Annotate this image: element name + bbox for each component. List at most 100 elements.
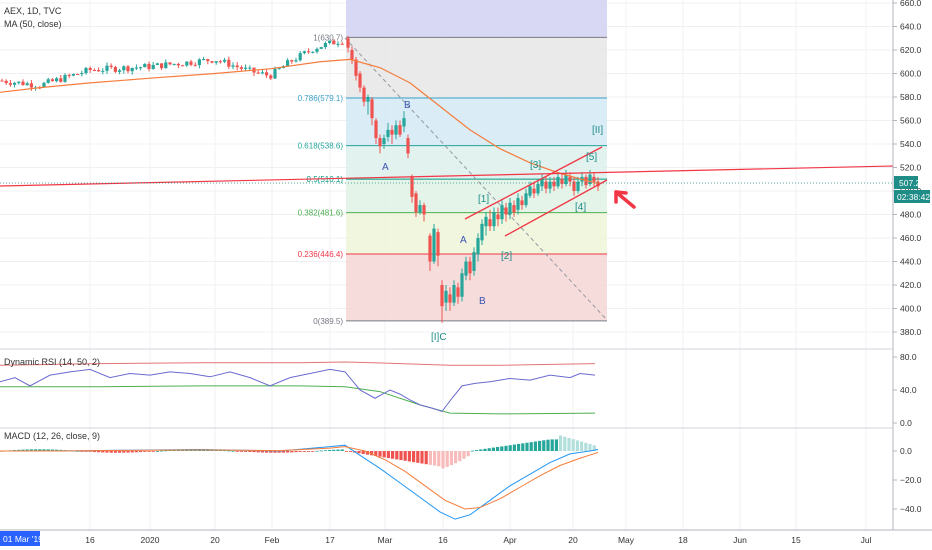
candle-body <box>202 59 206 61</box>
price-tick-label: 580.0 <box>900 92 922 102</box>
time-tick-label: Feb <box>265 535 280 545</box>
chart-title: AEX, 1D, TVC <box>4 6 62 16</box>
macd-histogram-bar <box>533 441 537 451</box>
candle-body <box>496 214 500 220</box>
price-tick-label: 620.0 <box>900 45 922 55</box>
candle-body <box>29 83 33 88</box>
wave-label-ii: [II] <box>592 125 603 136</box>
time-axis-first: 01 Mar '19 <box>0 531 43 546</box>
candle-body <box>480 223 484 241</box>
macd-histogram-bar <box>273 451 277 453</box>
candle-body <box>122 66 126 71</box>
fib-zone <box>346 0 607 38</box>
candle-body <box>84 67 88 74</box>
macd-histogram-bar <box>508 445 512 451</box>
macd-histogram-bar <box>84 451 88 452</box>
macd-histogram-bar <box>399 451 403 461</box>
candle-body <box>46 79 50 83</box>
macd-histogram-bar <box>332 449 336 451</box>
price-tick-label: 640.0 <box>900 22 922 32</box>
moving-average-line <box>0 58 601 185</box>
candle-body <box>528 186 532 196</box>
macd-histogram-bar <box>323 450 327 452</box>
time-tick-label: 18 <box>678 535 688 545</box>
fib-level-label: 0(389.5) <box>313 317 343 326</box>
candle-body <box>42 82 46 88</box>
candle-body <box>17 81 21 83</box>
candle-body <box>460 273 464 297</box>
macd-histogram-bar <box>454 451 458 464</box>
candle-body <box>576 181 580 191</box>
candle-body <box>544 181 548 189</box>
macd-histogram-bar <box>487 448 491 451</box>
macd-histogram-bar <box>412 451 416 463</box>
candle-body <box>4 80 8 84</box>
price-tick-label: 400.0 <box>900 304 922 314</box>
macd-histogram-bar <box>449 451 453 466</box>
macd-histogram-bar <box>155 450 159 452</box>
wave-label-ic: [I]C <box>431 332 447 343</box>
last-price-tag: 507.2 02:38:42 <box>894 176 930 203</box>
macd-histogram-bar <box>584 442 588 451</box>
candle-body <box>13 82 17 85</box>
macd-histogram-bar <box>227 450 231 452</box>
candle-body <box>244 67 248 69</box>
candle-body <box>319 47 323 49</box>
macd-histogram-bar <box>34 449 38 451</box>
macd-histogram-bar <box>281 451 285 453</box>
candle-body <box>239 67 243 69</box>
candle-body <box>398 125 402 135</box>
candle-body <box>350 50 354 60</box>
macd-histogram-bar <box>315 450 319 452</box>
wave-label-a1: A <box>382 162 389 173</box>
candle-body <box>378 138 382 147</box>
macd-histogram-bar <box>441 451 445 469</box>
wave-label-4: [4] <box>575 202 586 213</box>
macd-tick-label: −40.0 <box>900 504 922 514</box>
candle-body <box>189 61 193 65</box>
candle-body <box>160 63 164 69</box>
candle-body <box>286 60 290 67</box>
ma-legend: MA (50, close) <box>4 19 62 29</box>
time-tick-label: Jul <box>861 535 872 545</box>
candle-body <box>588 174 592 184</box>
candle-body <box>358 73 362 88</box>
macd-histogram-bar <box>462 451 466 459</box>
candle-body <box>512 205 516 213</box>
candle-body <box>71 73 75 76</box>
macd-histogram-bar <box>38 449 42 451</box>
candle-body <box>273 68 277 79</box>
candle-body <box>151 64 155 69</box>
red-arrow-icon <box>614 190 636 209</box>
fib-zone <box>346 253 607 321</box>
macd-histogram-bar <box>407 451 411 462</box>
macd-histogram-bar <box>29 449 33 451</box>
macd-histogram-bar <box>458 451 462 462</box>
candle-body <box>109 65 113 67</box>
candle-body <box>332 40 336 45</box>
candle-body <box>92 69 96 71</box>
macd-histogram-bar <box>260 451 264 453</box>
price-tick-label: 600.0 <box>900 69 922 79</box>
candle-body <box>382 138 386 144</box>
candle-body <box>406 138 410 154</box>
candle-body <box>223 59 227 62</box>
candle-body <box>548 181 552 189</box>
candle-body <box>126 66 130 72</box>
macd-histogram-bar <box>500 446 504 451</box>
candle-body <box>63 74 67 82</box>
macd-histogram-bar <box>563 436 567 451</box>
candle-body <box>168 62 172 65</box>
candle-body <box>572 181 576 191</box>
macd-histogram-bar <box>575 440 579 451</box>
candle-body <box>564 174 568 184</box>
macd-histogram-bar <box>143 451 147 452</box>
svg-text:507.2: 507.2 <box>899 178 921 188</box>
macd-histogram-bar <box>378 451 382 457</box>
candle-body <box>354 59 358 76</box>
macd-histogram-bar <box>466 451 470 457</box>
candle-body <box>386 129 390 137</box>
macd-histogram-bar <box>580 441 584 451</box>
candle-body <box>185 61 189 66</box>
